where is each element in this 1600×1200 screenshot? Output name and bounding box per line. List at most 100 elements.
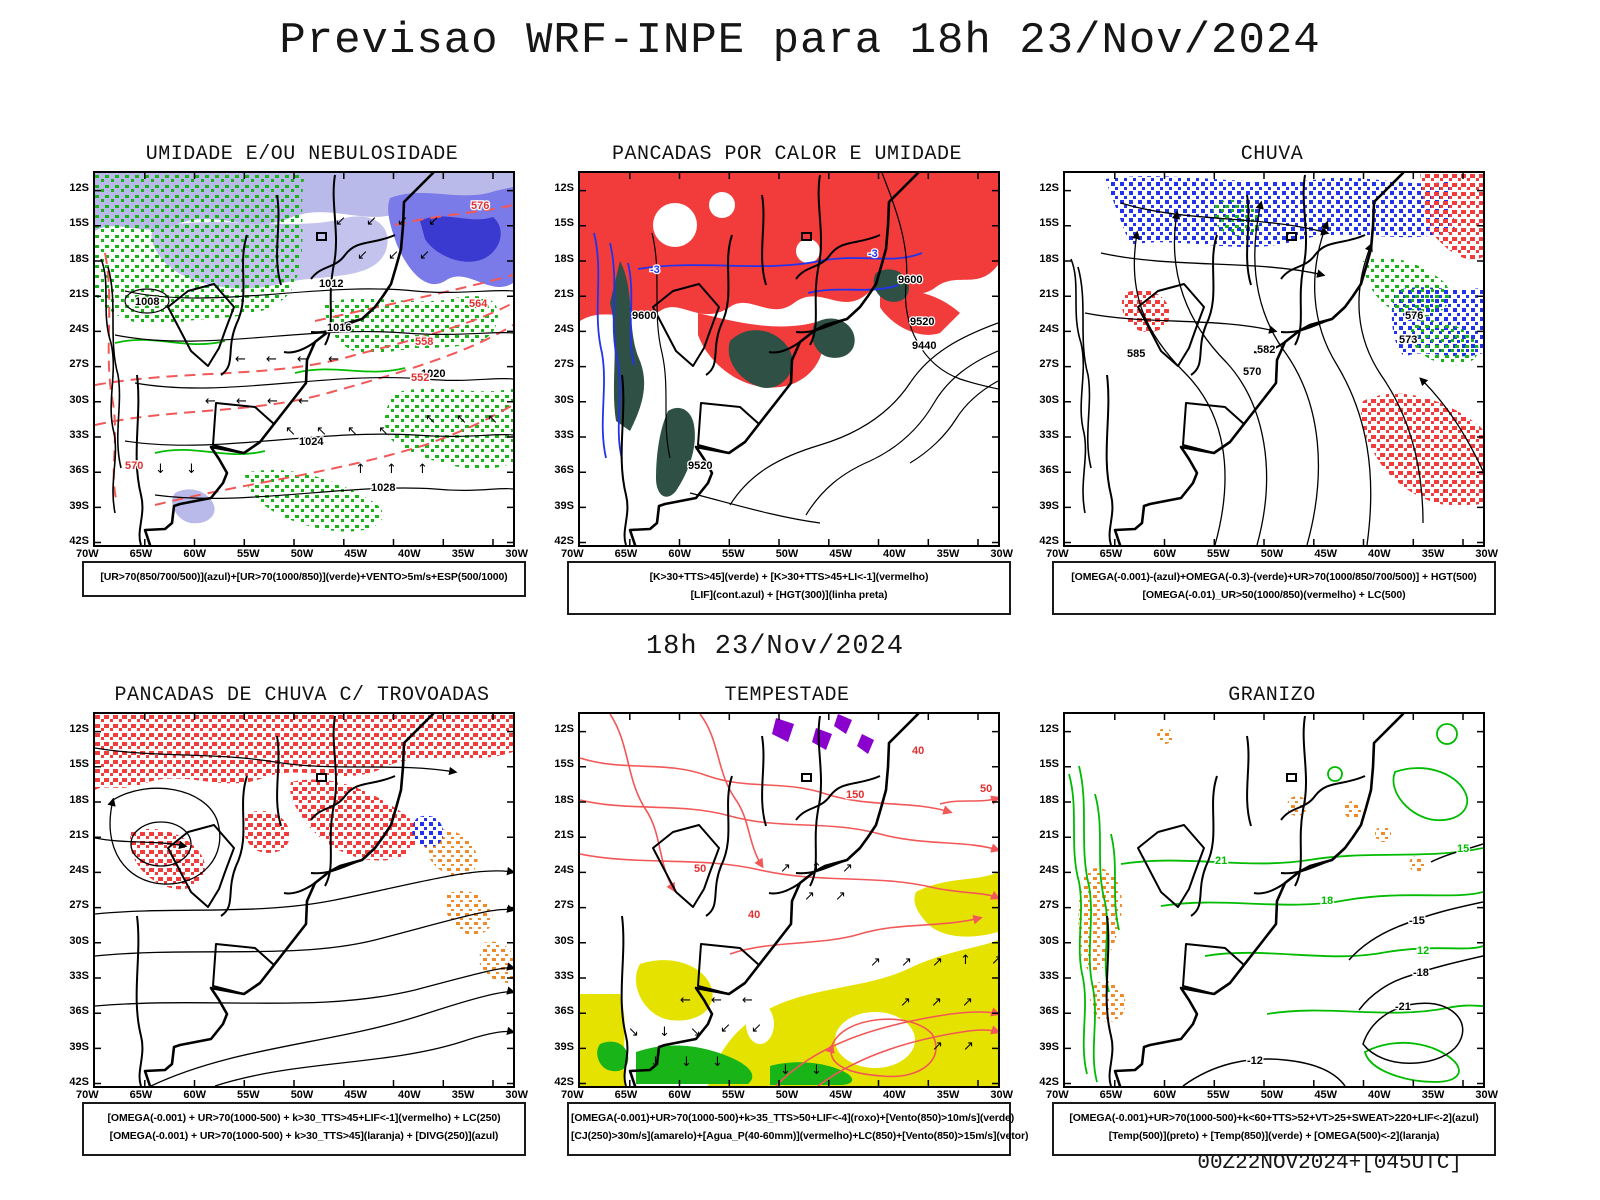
axis-tick-label: 33S (1039, 429, 1059, 442)
svg-text:↗ ↗ ↗: ↗ ↗ ↗ (900, 995, 981, 1010)
axis-tick-label: 70W (1046, 548, 1069, 560)
panel-title: TEMPESTADE (724, 684, 850, 707)
panel-granizo: GRANIZO (1039, 684, 1498, 1156)
axis-tick-label: 42S (69, 1075, 89, 1088)
svg-text:↑ ↗: ↑ ↗ (960, 953, 998, 968)
axis-tick-label: 18S (1039, 252, 1059, 265)
lon-axis: 70W 65W 60W 55W 50W 45W 40W 35W 30W (76, 549, 528, 560)
contour-label: 15 (1457, 843, 1469, 855)
caption-line: [LIF](cont.azul) + [HGT(300)](linha pret… (690, 588, 888, 601)
axis-tick-label: 36S (1039, 464, 1059, 477)
contour-label: 1028 (371, 482, 395, 494)
panel-chuva: CHUVA (1039, 143, 1498, 615)
axis-tick-label: 36S (69, 1005, 89, 1018)
axis-tick-label: 18S (554, 793, 574, 806)
axis-tick-label: 12S (1039, 182, 1059, 194)
svg-text:↙ ↙: ↙ ↙ (720, 1021, 770, 1036)
axis-tick-label: 42S (554, 534, 574, 547)
axis-tick-label: 12S (69, 182, 89, 194)
basemap (1065, 714, 1483, 1086)
axis-tick-label: 21S (69, 287, 89, 300)
caption-line: [CJ(250)>30m/s](amarelo)+[Agua_P(40-60mm… (571, 1129, 1029, 1142)
contour-labels: 9600 9520 9440 -3 9600 9520 -3 (631, 247, 938, 474)
lat-axis: 12S 15S 18S 21S 24S 27S 30S 33S 36S 39S 42S (1021, 724, 1059, 1088)
contour-label: 40 (912, 745, 924, 757)
caption-box: [OMEGA(-0.001)-(azul)+OMEGA(-0.3)-(verde… (1052, 561, 1496, 615)
axis-tick-label: 40W (398, 1089, 421, 1101)
streamlines (95, 747, 513, 1086)
axis-tick-label: 30W (990, 1089, 1013, 1101)
caption-line: [OMEGA(-0.001) + UR>70(1000-500) + k>30_… (109, 1129, 499, 1142)
lon-axis: 70W 65W 60W 55W 50W 45W 40W 35W 30W (561, 1090, 1013, 1101)
contour-label: -12 (1247, 1055, 1263, 1067)
panel-title: GRANIZO (1228, 684, 1316, 707)
caption-box: [K>30+TTS>45](verde) + [K>30+TTS>45+LI<-… (567, 561, 1011, 615)
axis-tick-label: 60W (668, 548, 691, 560)
axis-tick-label: 30S (69, 934, 89, 947)
axis-tick-label: 45W (1314, 1089, 1337, 1101)
map-canvas-chuva: 582 576 573 570 585 (1065, 173, 1483, 545)
contour-label: 570 (1243, 366, 1261, 378)
axis-tick-label: 39S (554, 1040, 574, 1053)
caption-box: [UR>70(850/700/500)](azul)+[UR>70(1000/8… (82, 561, 526, 597)
pressure-contours-black (114, 288, 513, 499)
contour-label: 582 (1257, 344, 1275, 356)
contour-label: 9600 (898, 274, 922, 286)
panel-title: CHUVA (1240, 143, 1304, 166)
axis-tick-label: 27S (69, 899, 89, 912)
contour-labels: 582 576 573 570 585 (1126, 309, 1425, 380)
panel-tempestade: TEMPESTADE (554, 684, 1028, 1156)
svg-text:↓ ↓: ↓ ↓ (155, 462, 205, 477)
lat-axis: 12S 15S 18S 21S 24S 27S 30S 33S 36S 39S 42S (51, 183, 89, 547)
temp500-contours-black (1182, 843, 1483, 1086)
axis-tick-label: 30S (1039, 934, 1059, 947)
streamlines (1084, 200, 1483, 545)
axis-tick-label: 65W (614, 548, 638, 560)
axis-tick-label: 24S (1039, 864, 1059, 877)
map-canvas-umidade: ↙ ↙ ↙ ↙ ↙ ↙ ↙ ← ← ← ← ← ← ← ← ↖ ↖ ↖ ↖ ↑ … (95, 173, 513, 545)
axis-tick-label: 27S (1039, 358, 1059, 371)
axis-tick-label: 33S (69, 970, 89, 983)
height-contours-black (651, 173, 998, 524)
axis-tick-label: 30S (69, 393, 89, 406)
map-canvas-tempestade: ↗ ↑ ↗ ↗ ↗ ↗ ↗ ↗ ↗ ↗ ↗ ↗ ↗ ↘ ↓ ↘ ↓ ↓ ↓ ↓ … (580, 714, 998, 1086)
axis-tick-label: 60W (668, 1089, 691, 1101)
axis-tick-label: 18S (69, 252, 89, 265)
axis-tick-label: 33S (554, 429, 574, 442)
contour-label: 12 (1417, 945, 1429, 957)
contour-label: 552 (411, 372, 429, 384)
axis-tick-label: 55W (1207, 548, 1230, 560)
svg-text:← ← ← ←: ← ← ← ← (205, 394, 317, 409)
humidity-speckles-green (95, 173, 513, 532)
contour-label: 50 (980, 783, 992, 795)
axis-tick-label: 45W (344, 548, 367, 560)
lon-axis: 70W 65W 60W 55W 50W 45W 40W 35W 30W (1046, 1090, 1498, 1101)
contour-label: 1008 (135, 296, 159, 308)
axis-tick-label: 35W (936, 548, 960, 560)
axis-tick-label: 55W (722, 548, 745, 560)
contour-label: 1020 (421, 368, 445, 380)
axis-tick-label: 50W (1260, 548, 1284, 560)
axis-tick-label: 70W (1046, 1089, 1069, 1101)
contour-label: 150 (846, 789, 864, 801)
rain-speckles (1105, 173, 1483, 507)
axis-tick-label: 21S (554, 828, 574, 841)
axis-tick-label: 50W (1260, 1089, 1284, 1101)
axis-tick-label: 35W (936, 1089, 960, 1101)
axis-tick-label: 42S (69, 534, 89, 547)
axis-tick-label: 39S (1039, 1040, 1059, 1053)
contour-label: 21 (1215, 855, 1227, 867)
axis-tick-label: 60W (183, 1089, 206, 1101)
axis-tick-label: 36S (554, 1005, 574, 1018)
axis-tick-label: 42S (1039, 534, 1059, 547)
contour-label: 1012 (319, 278, 343, 290)
axis-tick-label: 40W (1368, 548, 1391, 560)
contour-label: 9520 (688, 460, 712, 472)
axis-tick-label: 39S (69, 1040, 89, 1053)
svg-text:↑ ↑ ↑: ↑ ↑ ↑ (355, 462, 436, 477)
caption-line: [Temp(500)](preto) + [Temp(850)](verde) … (1108, 1129, 1440, 1142)
contour-label: -3 (868, 248, 878, 260)
contour-label: -3 (650, 264, 660, 276)
axis-tick-label: 21S (69, 828, 89, 841)
contour-label: 1016 (327, 322, 351, 334)
